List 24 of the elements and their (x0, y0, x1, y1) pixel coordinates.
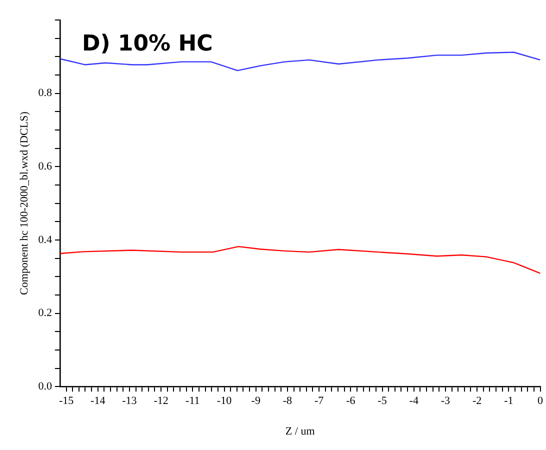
x-tick-label: -7 (314, 395, 324, 408)
x-tick-label: -13 (122, 395, 138, 408)
x-tick-label: -6 (346, 395, 356, 408)
text: D) 10% HC (82, 32, 213, 57)
x-tick-label: -9 (251, 395, 261, 408)
y-axis-title: Component hc 100-2000_bl.wxd (DCLS) (18, 111, 30, 295)
y-tick-label: 0.6 (38, 160, 52, 173)
x-tick-label: -12 (154, 395, 168, 408)
x-tick-label: -3 (440, 395, 451, 408)
x-tick-label: -4 (409, 395, 419, 408)
x-tick-label: -5 (378, 395, 388, 408)
y-tick-label: 0.0 (38, 380, 52, 392)
x-tick-label: 0 (538, 395, 544, 408)
x-tick-label: -11 (186, 395, 200, 408)
x-tick-label: -10 (216, 395, 232, 408)
x-tick-label: -1 (504, 395, 514, 408)
x-tick-label: -8 (282, 395, 293, 408)
y-tick-label: 0.4 (38, 234, 52, 246)
y-tick-label: 0.8 (38, 87, 52, 100)
x-tick-label: -15 (58, 395, 74, 408)
x-axis-title: Z / um (285, 425, 316, 438)
x-tick-label: -14 (90, 395, 106, 408)
y-tick-label: 0.2 (38, 307, 52, 320)
x-tick-label: -2 (472, 395, 482, 408)
